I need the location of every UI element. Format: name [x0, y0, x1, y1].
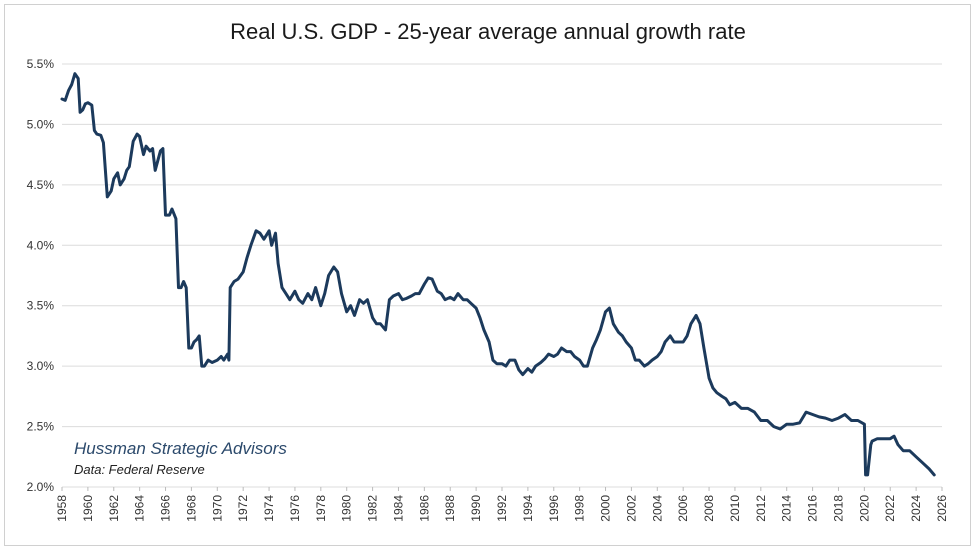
- x-tick-label: 2020: [857, 495, 871, 522]
- x-tick-label: 1998: [573, 495, 587, 522]
- y-tick-label: 3.5%: [27, 299, 55, 313]
- y-tick-label: 5.5%: [27, 57, 55, 71]
- x-tick-label: 2008: [702, 495, 716, 522]
- x-tick-label: 2012: [754, 495, 768, 522]
- chart-title: Real U.S. GDP - 25-year average annual g…: [230, 19, 746, 44]
- x-tick-label: 1980: [340, 495, 354, 522]
- x-tick-label: 1974: [262, 495, 276, 522]
- x-tick-label: 1996: [547, 495, 561, 522]
- x-tick-label: 1990: [469, 495, 483, 522]
- series-line: [60, 72, 936, 477]
- x-tick-label: 2002: [624, 495, 638, 522]
- x-tick-label: 1968: [184, 495, 198, 522]
- x-tick-label: 1972: [236, 495, 250, 522]
- y-tick-label: 2.5%: [27, 420, 55, 434]
- x-tick-label: 2022: [883, 495, 897, 522]
- x-tick-label: 2014: [780, 495, 794, 522]
- y-tick-label: 3.0%: [27, 359, 55, 373]
- x-tick-label: 2026: [935, 495, 949, 522]
- y-tick-label: 4.0%: [27, 238, 55, 252]
- x-tick-label: 1984: [391, 495, 405, 522]
- y-tick-label: 4.5%: [27, 178, 55, 192]
- x-tick-label: 1958: [55, 495, 69, 522]
- y-tick-label: 2.0%: [27, 480, 55, 494]
- source-firm-label: Hussman Strategic Advisors: [74, 439, 287, 458]
- grid-lines: [62, 63, 942, 488]
- x-tick-label: 1966: [159, 495, 173, 522]
- series-layer: [60, 72, 936, 477]
- source-data-label: Data: Federal Reserve: [74, 462, 205, 477]
- x-tick-label: 1994: [521, 495, 535, 522]
- y-tick-label: 5.0%: [27, 117, 55, 131]
- x-tick-label: 1986: [417, 495, 431, 522]
- x-tick-label: 1988: [443, 495, 457, 522]
- x-tick-label: 1970: [210, 495, 224, 522]
- x-tick-label: 2024: [909, 495, 923, 522]
- x-tick-label: 2000: [599, 495, 613, 522]
- x-tick-label: 1964: [133, 495, 147, 522]
- x-tick-label: 1982: [366, 495, 380, 522]
- x-tick-label: 1978: [314, 495, 328, 522]
- x-tick-label: 2010: [728, 495, 742, 522]
- x-tick-label: 2018: [831, 495, 845, 522]
- x-tick-label: 2006: [676, 495, 690, 522]
- x-tick-label: 1976: [288, 495, 302, 522]
- x-tick-label: 2004: [650, 495, 664, 522]
- y-axis-ticks: 2.0% 2.5% 3.0% 3.5% 4.0% 4.5% 5.0% 5.5%: [27, 57, 55, 494]
- chart-frame: [4, 4, 971, 546]
- x-tick-label: 1960: [81, 495, 95, 522]
- x-tick-label: 1962: [107, 495, 121, 522]
- x-tick-label: 1992: [495, 495, 509, 522]
- x-axis-ticks: 1958 1960 1962 1964 1966 1968 1970 1972 1974 1976…: [55, 487, 949, 522]
- x-tick-label: 2016: [806, 495, 820, 522]
